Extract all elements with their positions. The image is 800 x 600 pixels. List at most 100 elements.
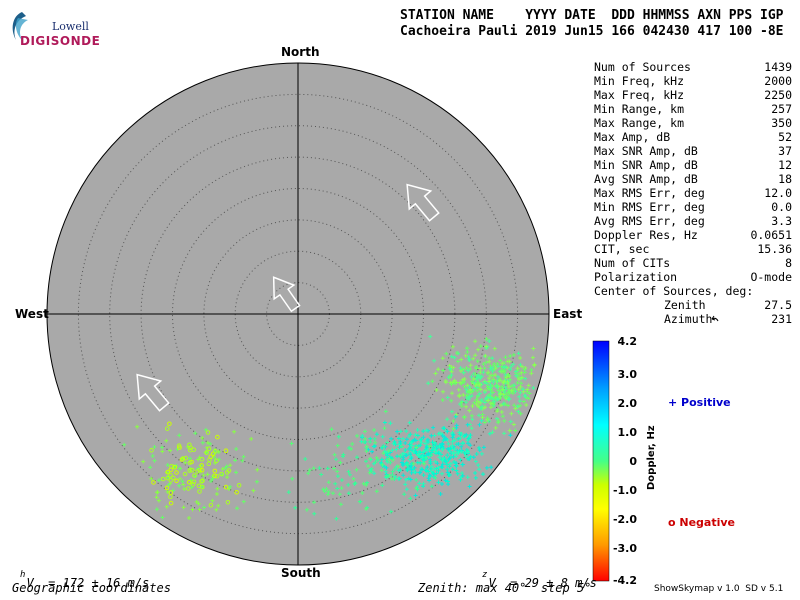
- source-point-positive: [452, 447, 457, 451]
- source-point-positive: [404, 437, 409, 442]
- source-point-positive: [209, 479, 213, 483]
- source-point-positive: [511, 352, 516, 357]
- source-point-positive: [216, 503, 221, 508]
- source-point-positive: [334, 457, 338, 462]
- source-point-positive: [476, 404, 480, 408]
- source-point-positive: [523, 376, 528, 381]
- source-point-positive: [471, 455, 476, 460]
- source-point-positive: [390, 448, 395, 453]
- center-azimuth: Azimuth 231: [594, 312, 792, 326]
- source-point-negative: [168, 490, 174, 495]
- source-point-positive: [486, 398, 491, 403]
- source-point-positive: [454, 454, 459, 459]
- source-point-positive: [200, 436, 205, 440]
- source-point-positive: [404, 487, 409, 492]
- source-point-positive: [389, 476, 394, 481]
- source-point-positive: [446, 447, 451, 452]
- source-point-negative: [212, 468, 218, 474]
- source-point-positive: [455, 359, 460, 364]
- source-point-positive: [358, 499, 363, 504]
- source-point-positive: [421, 435, 426, 440]
- source-point-positive: [393, 442, 398, 447]
- source-point-positive: [228, 484, 233, 489]
- source-point-positive: [355, 455, 359, 460]
- source-point-positive: [458, 436, 463, 440]
- source-point-positive: [381, 444, 386, 449]
- stat-value: 52: [778, 130, 792, 144]
- source-point-positive: [403, 448, 408, 452]
- source-point-positive: [419, 437, 424, 442]
- stat-value: 0.0: [771, 200, 792, 214]
- stat-value: 2000: [764, 74, 792, 88]
- source-point-positive: [522, 393, 527, 398]
- source-point-positive: [456, 442, 461, 446]
- source-point-positive: [214, 507, 219, 512]
- stat-label: Avg RMS Err, deg: [594, 214, 705, 228]
- source-point-positive: [507, 359, 512, 364]
- source-point-positive: [409, 456, 414, 461]
- source-point-negative: [199, 457, 205, 462]
- source-point-positive: [531, 386, 536, 390]
- source-point-positive: [233, 458, 238, 463]
- stat-value: 2250: [764, 88, 792, 102]
- colorbar-tick-label: 1.0: [617, 426, 638, 439]
- source-point-negative: [186, 480, 192, 485]
- source-point-negative: [165, 426, 170, 431]
- source-point-positive: [459, 357, 464, 362]
- source-point-positive: [448, 375, 452, 380]
- source-point-positive: [488, 395, 493, 400]
- stat-row: Num of CITs 8: [594, 256, 792, 270]
- source-point-positive: [409, 440, 414, 445]
- source-point-positive: [427, 473, 432, 478]
- source-point-negative: [223, 484, 229, 490]
- source-point-positive: [489, 387, 494, 392]
- source-point-positive: [508, 367, 513, 372]
- source-point-positive: [465, 456, 470, 461]
- source-point-positive: [509, 388, 514, 393]
- source-point-positive: [450, 380, 455, 385]
- source-point-positive: [428, 474, 433, 479]
- source-point-positive: [220, 472, 225, 477]
- source-point-positive: [433, 475, 438, 480]
- source-point-positive: [385, 457, 390, 462]
- velocity-arrow: [272, 276, 301, 313]
- source-point-positive: [532, 362, 537, 367]
- source-point-positive: [477, 422, 482, 427]
- source-point-positive: [205, 472, 210, 477]
- stat-row: Avg RMS Err, deg 3.3: [594, 214, 792, 228]
- source-point-positive: [511, 391, 515, 396]
- source-point-positive: [511, 362, 516, 367]
- source-point-positive: [335, 443, 340, 448]
- source-point-positive: [200, 440, 205, 445]
- source-point-positive: [413, 493, 418, 498]
- colorbar-tick-label: -4.2: [612, 574, 637, 587]
- source-point-negative: [168, 494, 173, 500]
- source-point-positive: [335, 486, 340, 491]
- source-point-positive: [491, 402, 495, 407]
- source-point-positive: [484, 465, 489, 470]
- source-point-positive: [450, 467, 455, 472]
- source-point-positive: [350, 442, 355, 446]
- source-point-positive: [431, 425, 436, 430]
- source-point-positive: [216, 449, 221, 454]
- source-point-positive: [445, 470, 450, 475]
- source-point-positive: [487, 356, 492, 361]
- source-point-negative: [206, 446, 212, 452]
- source-point-positive: [336, 434, 341, 439]
- source-point-positive: [430, 448, 434, 453]
- source-point-positive: [396, 476, 401, 481]
- source-point-positive: [426, 452, 431, 457]
- source-point-positive: [487, 359, 492, 364]
- source-point-positive: [135, 424, 140, 429]
- source-point-positive: [354, 467, 359, 472]
- source-point-positive: [325, 466, 330, 471]
- source-point-positive: [388, 460, 393, 465]
- source-point-positive: [502, 431, 507, 436]
- source-point-positive: [152, 445, 157, 449]
- source-point-positive: [507, 428, 512, 433]
- source-point-positive: [518, 384, 523, 389]
- source-point-positive: [466, 368, 471, 373]
- source-point-positive: [518, 356, 523, 360]
- stat-label: Max Amp, dB: [594, 130, 671, 144]
- source-point-positive: [461, 370, 466, 375]
